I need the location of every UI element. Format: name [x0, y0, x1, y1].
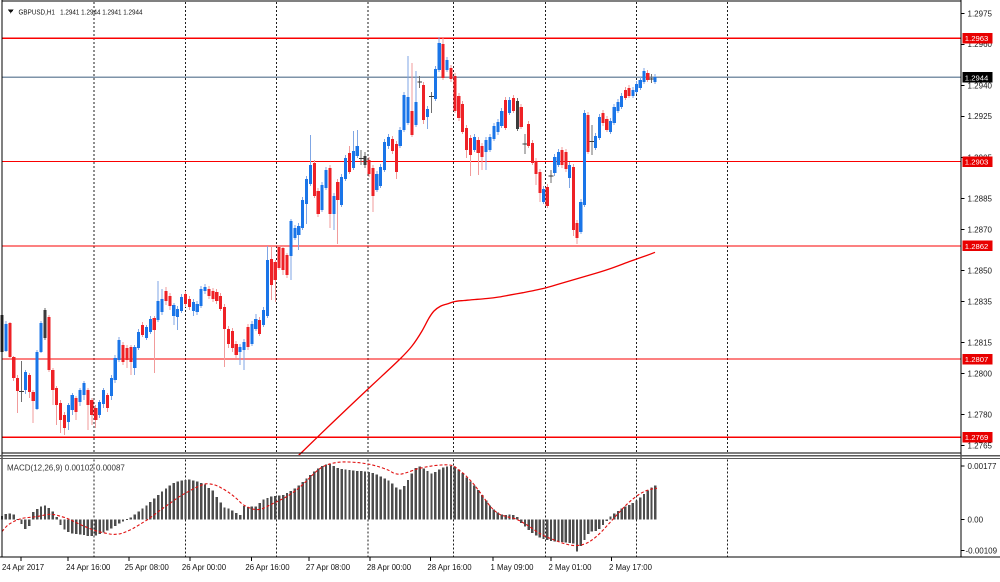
svg-text:1.2940: 1.2940 [968, 81, 993, 90]
svg-text:1.2944: 1.2944 [965, 73, 989, 82]
svg-text:1.2975: 1.2975 [968, 9, 993, 18]
svg-text:1.2870: 1.2870 [968, 225, 993, 234]
svg-text:1.2885: 1.2885 [968, 194, 993, 203]
svg-text:2 May 01:00: 2 May 01:00 [549, 563, 593, 572]
svg-text:1.2835: 1.2835 [968, 297, 993, 306]
svg-text:2 May 17:00: 2 May 17:00 [609, 563, 653, 572]
svg-text:27 Apr 08:00: 27 Apr 08:00 [306, 563, 351, 572]
svg-text:MACD(12,26,9) 0.00102 0.00087: MACD(12,26,9) 0.00102 0.00087 [7, 464, 125, 473]
svg-text:26 Apr 00:00: 26 Apr 00:00 [182, 563, 227, 572]
svg-text:1.2862: 1.2862 [965, 242, 989, 251]
svg-text:-0.00109: -0.00109 [966, 546, 998, 555]
svg-text:1.2807: 1.2807 [965, 355, 989, 364]
svg-text:1.2815: 1.2815 [968, 338, 993, 347]
svg-text:1.2765: 1.2765 [968, 441, 993, 450]
svg-text:1.2780: 1.2780 [968, 410, 993, 419]
svg-text:26 Apr 16:00: 26 Apr 16:00 [245, 563, 290, 572]
svg-text:25 Apr 08:00: 25 Apr 08:00 [125, 563, 170, 572]
svg-text:28 Apr 00:00: 28 Apr 00:00 [367, 563, 412, 572]
svg-text:28 Apr 16:00: 28 Apr 16:00 [427, 563, 472, 572]
svg-text:GBPUSD,H1 1.2941 1.2944 1.29: GBPUSD,H1 1.2941 1.2944 1.2941 1.2944 [19, 7, 143, 16]
svg-text:1.2925: 1.2925 [968, 112, 993, 121]
svg-text:1.2903: 1.2903 [965, 158, 989, 167]
svg-text:1.2769: 1.2769 [965, 433, 989, 442]
svg-text:24 Apr 16:00: 24 Apr 16:00 [66, 563, 111, 572]
svg-text:1.2960: 1.2960 [968, 40, 993, 49]
svg-text:1 May 09:00: 1 May 09:00 [491, 563, 535, 572]
svg-text:24 Apr 2017: 24 Apr 2017 [2, 563, 44, 572]
svg-text:1.2963: 1.2963 [965, 34, 989, 43]
svg-text:1.2800: 1.2800 [968, 369, 993, 378]
svg-text:0.00: 0.00 [968, 515, 984, 524]
svg-text:1.2850: 1.2850 [968, 266, 993, 275]
svg-text:0.00177: 0.00177 [968, 462, 997, 471]
